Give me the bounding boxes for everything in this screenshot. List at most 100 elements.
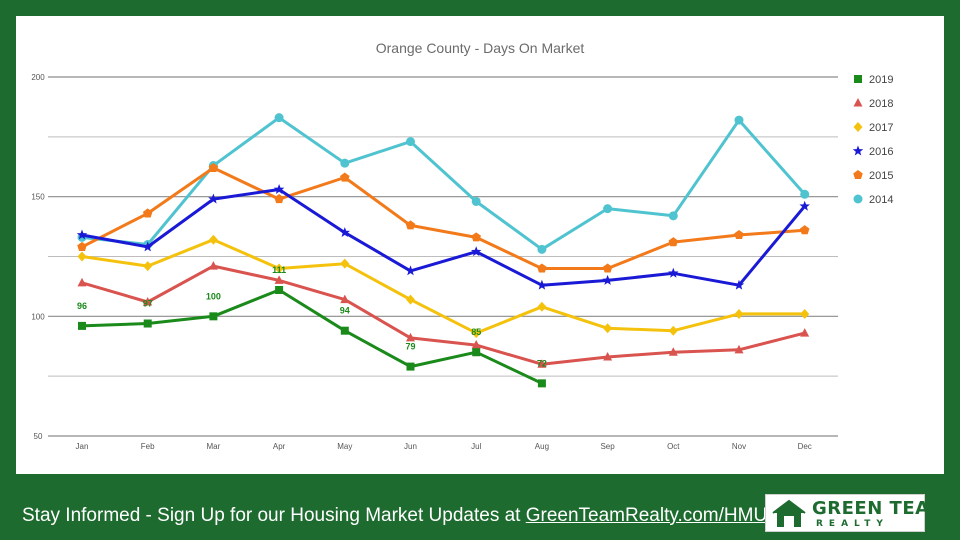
data-point-2015-apr: [274, 194, 284, 204]
data-point-2019-jul: [472, 348, 481, 357]
footer-text: Stay Informed - Sign Up for our Housing …: [22, 505, 526, 526]
data-point-2018-jun: [406, 332, 415, 342]
data-point-2016-mar: [208, 193, 219, 204]
data-point-2017-may: [340, 258, 350, 269]
series-line-2017: [81, 238, 805, 335]
data-point-2017-feb: [143, 261, 153, 272]
data-point-2016-jun: [405, 265, 416, 276]
data-point-2016-dec: [799, 200, 810, 211]
data-label-2019-jan: 96: [77, 301, 87, 311]
data-point-2015-aug: [537, 263, 547, 273]
data-label-2019-feb: 97: [143, 299, 153, 309]
data-point-2017-sep: [603, 323, 613, 334]
data-point-2018-jul: [471, 340, 481, 349]
data-point-2014-jul: [471, 196, 481, 206]
series-2015: [77, 162, 810, 273]
data-point-2017-mar: [208, 234, 218, 245]
series-line-2015: [81, 166, 805, 270]
data-point-2016-nov: [733, 279, 745, 290]
data-point-2015-may: [340, 172, 350, 182]
x-tick-label-sep: Sep: [600, 442, 615, 451]
data-point-2019-feb: [143, 319, 152, 328]
y-tick-label-200: 200: [31, 73, 45, 82]
x-tick-label-nov: Nov: [732, 442, 746, 451]
data-point-2017-jan: [77, 251, 87, 262]
data-point-2018-aug: [537, 359, 547, 368]
x-tick-label-jul: Jul: [471, 442, 481, 451]
legend-marker-2016: [852, 145, 864, 156]
series-line-2019: [81, 288, 543, 385]
x-tick-label-aug: Aug: [535, 442, 549, 451]
legend-label-2015: 2015: [869, 170, 893, 182]
legend-marker-2018: [853, 98, 863, 107]
data-point-2018-jan: [77, 277, 87, 287]
data-point-2014-may: [340, 158, 350, 168]
series-2017: [77, 234, 810, 339]
data-label-2019-apr: 111: [272, 265, 286, 275]
series-2016: [76, 183, 810, 290]
series-line-2018: [81, 264, 806, 366]
data-point-2018-dec: [800, 328, 810, 337]
data-point-2014-jun: [406, 137, 415, 147]
chart-panel: Orange County - Days On Market 200 150 100 5…: [16, 16, 944, 474]
data-point-2019-may: [340, 326, 349, 335]
legend-marker-2014: [853, 194, 863, 204]
green-team-realty-logo: GREEN TEAM REALTY: [765, 494, 947, 532]
data-point-2016-jan: [76, 229, 88, 240]
data-point-2015-dec: [799, 225, 810, 235]
data-point-2016-feb: [142, 241, 153, 252]
footer-banner: Stay Informed - Sign Up for our Housing …: [22, 505, 767, 527]
data-point-2015-feb: [142, 208, 153, 218]
chart-legend: 2019 2018 2017 2016 2015 2014: [852, 74, 893, 206]
data-point-2016-aug: [536, 279, 548, 290]
data-label-2019-jun: 79: [405, 342, 415, 352]
legend-label-2017: 2017: [869, 122, 893, 134]
x-tick-label-dec: Dec: [798, 442, 812, 451]
data-point-2017-jun: [406, 294, 415, 305]
legend-label-2014: 2014: [869, 194, 893, 206]
legend-marker-2019: [854, 75, 862, 83]
data-point-2019-aug: [537, 379, 546, 388]
legend-marker-2015: [853, 170, 863, 180]
data-point-2017-nov: [734, 308, 744, 319]
data-point-2015-mar: [208, 162, 219, 172]
data-point-2014-nov: [734, 115, 744, 125]
data-point-2018-may: [340, 294, 350, 304]
data-point-2016-oct: [668, 267, 679, 278]
x-tick-label-jun: Jun: [404, 442, 417, 451]
data-label-2019-may: 94: [340, 306, 350, 316]
data-point-2019-jan: [78, 321, 86, 330]
footer-link[interactable]: GreenTeamRealty.com/HMU: [525, 505, 768, 526]
logo-name: GREEN TEAM: [812, 498, 948, 519]
data-point-2016-jul: [470, 246, 482, 257]
data-point-2015-jun: [405, 220, 416, 230]
legend-label-2016: 2016: [869, 146, 893, 158]
data-point-2017-jul: [471, 328, 481, 339]
data-point-2017-oct: [668, 325, 678, 336]
series-2018: [77, 261, 810, 368]
data-point-2018-nov: [734, 344, 744, 354]
data-point-2015-jul: [471, 232, 481, 242]
series-line-2016: [81, 188, 806, 287]
x-tick-label-apr: Apr: [273, 442, 286, 451]
chart-title: Orange County - Days On Market: [376, 40, 585, 56]
data-point-2018-feb: [143, 296, 153, 306]
data-point-2018-mar: [208, 261, 218, 270]
data-point-2015-jan: [77, 241, 87, 251]
data-label-2019-mar: 100: [206, 291, 221, 301]
series-line-2014: [81, 116, 806, 251]
x-tick-label-feb: Feb: [141, 442, 155, 451]
y-tick-label-100: 100: [31, 312, 45, 321]
data-point-2014-dec: [800, 189, 810, 199]
data-point-2019-mar: [209, 312, 218, 321]
data-point-2017-apr: [274, 263, 284, 274]
data-point-2017-dec: [800, 308, 810, 319]
data-point-2014-oct: [668, 211, 678, 221]
data-label-2019-jul: 85: [471, 327, 481, 337]
data-point-2015-nov: [734, 229, 744, 240]
data-point-2018-oct: [668, 347, 678, 356]
x-tick-label-oct: Oct: [667, 442, 680, 451]
data-point-2014-aug: [537, 244, 547, 254]
data-point-2019-jun: [406, 362, 415, 371]
line-chart: Orange County - Days On Market 200 150 100 5…: [31, 40, 893, 451]
